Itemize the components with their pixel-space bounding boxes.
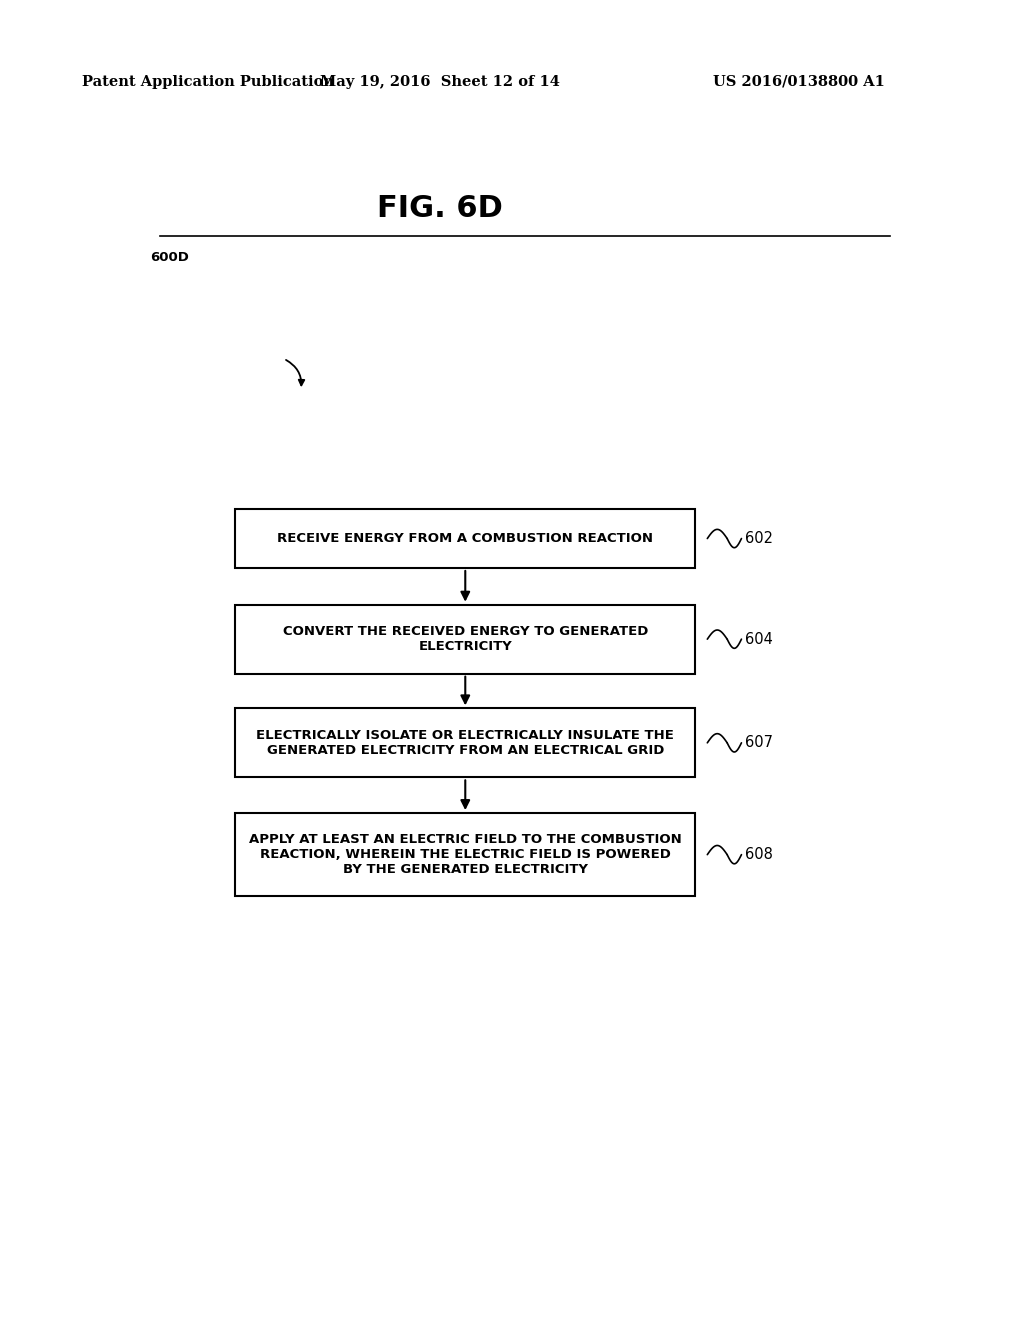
Text: May 19, 2016  Sheet 12 of 14: May 19, 2016 Sheet 12 of 14 (321, 75, 560, 88)
Text: 604: 604 (745, 632, 773, 647)
Text: US 2016/0138800 A1: US 2016/0138800 A1 (713, 75, 885, 88)
Text: 600D: 600D (151, 251, 189, 264)
Text: 608: 608 (745, 847, 773, 862)
Text: 602: 602 (745, 531, 773, 546)
Text: APPLY AT LEAST AN ELECTRIC FIELD TO THE COMBUSTION
REACTION, WHEREIN THE ELECTRI: APPLY AT LEAST AN ELECTRIC FIELD TO THE … (249, 833, 682, 876)
Bar (236, 510, 695, 568)
Bar (236, 605, 695, 673)
Bar (236, 709, 695, 777)
Text: FIG. 6D: FIG. 6D (378, 194, 503, 223)
Text: 607: 607 (745, 735, 773, 750)
Text: RECEIVE ENERGY FROM A COMBUSTION REACTION: RECEIVE ENERGY FROM A COMBUSTION REACTIO… (278, 532, 653, 545)
Text: CONVERT THE RECEIVED ENERGY TO GENERATED
ELECTRICITY: CONVERT THE RECEIVED ENERGY TO GENERATED… (283, 626, 648, 653)
Bar (236, 813, 695, 896)
Text: ELECTRICALLY ISOLATE OR ELECTRICALLY INSULATE THE
GENERATED ELECTRICITY FROM AN : ELECTRICALLY ISOLATE OR ELECTRICALLY INS… (256, 729, 674, 756)
Text: Patent Application Publication: Patent Application Publication (82, 75, 334, 88)
